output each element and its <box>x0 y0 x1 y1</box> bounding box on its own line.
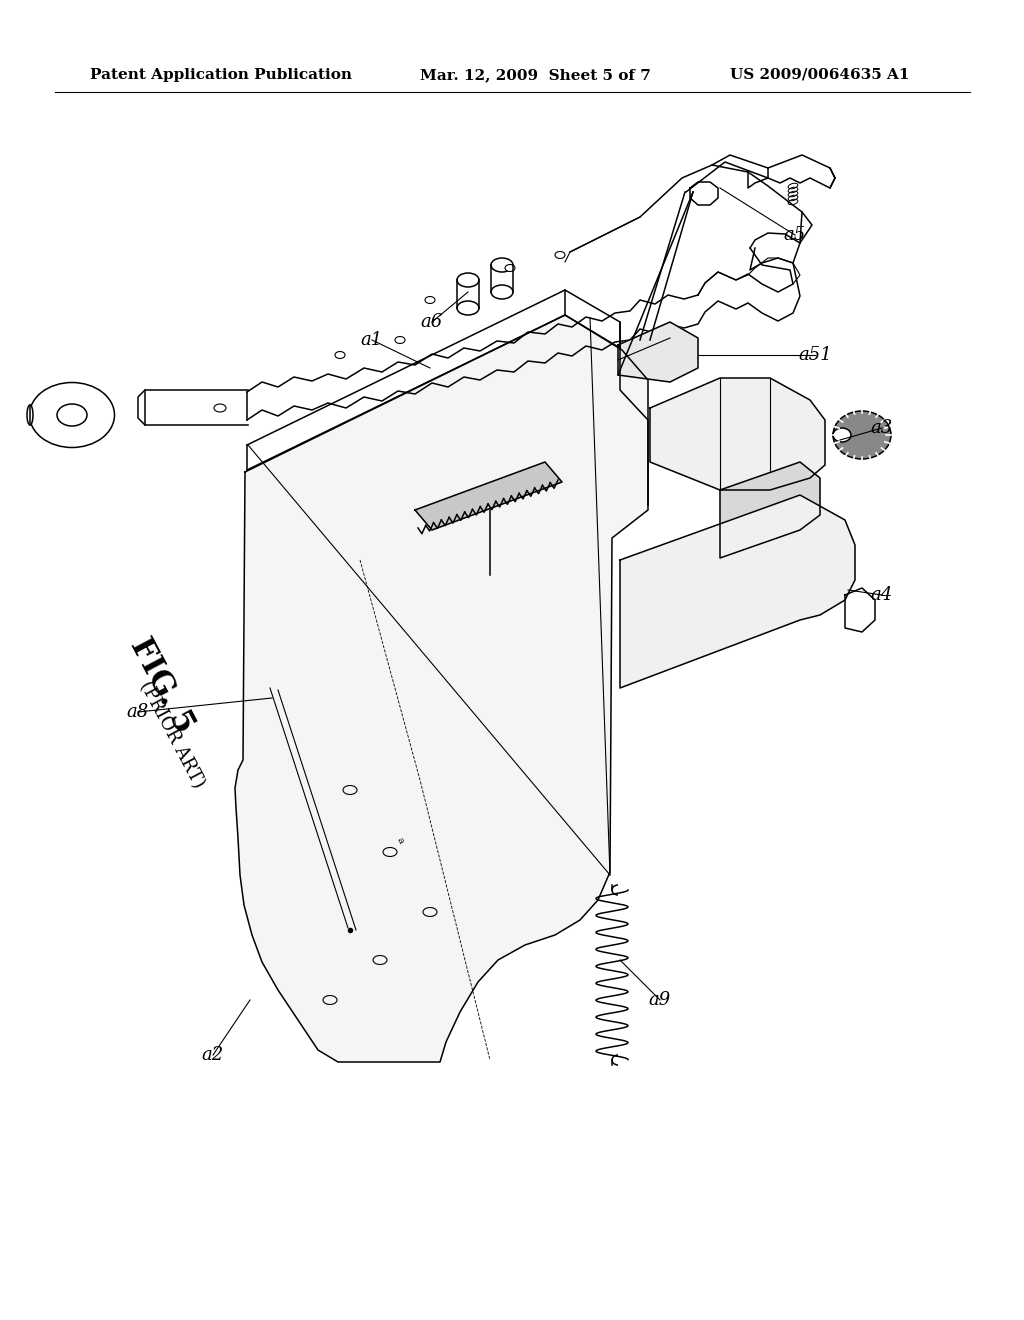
Ellipse shape <box>699 602 721 618</box>
Text: FIG. 5: FIG. 5 <box>124 632 200 738</box>
Ellipse shape <box>833 411 891 459</box>
Text: Patent Application Publication: Patent Application Publication <box>90 69 352 82</box>
Ellipse shape <box>490 285 513 300</box>
Polygon shape <box>234 315 648 1063</box>
Ellipse shape <box>669 612 691 628</box>
Ellipse shape <box>27 405 33 425</box>
Polygon shape <box>845 587 874 632</box>
Polygon shape <box>415 462 562 531</box>
Ellipse shape <box>699 550 721 566</box>
Text: US 2009/0064635 A1: US 2009/0064635 A1 <box>730 69 909 82</box>
Text: a8: a8 <box>127 704 150 721</box>
Ellipse shape <box>457 301 479 315</box>
Polygon shape <box>720 462 820 558</box>
Ellipse shape <box>483 570 497 579</box>
Text: a2: a2 <box>202 1045 224 1064</box>
Ellipse shape <box>833 428 851 442</box>
Ellipse shape <box>335 351 345 359</box>
Text: Mar. 12, 2009  Sheet 5 of 7: Mar. 12, 2009 Sheet 5 of 7 <box>420 69 651 82</box>
Ellipse shape <box>30 383 115 447</box>
Text: a4: a4 <box>870 586 893 605</box>
Text: a1: a1 <box>360 331 383 348</box>
Ellipse shape <box>639 572 662 587</box>
Ellipse shape <box>57 404 87 426</box>
Ellipse shape <box>425 297 435 304</box>
Ellipse shape <box>505 264 515 272</box>
Ellipse shape <box>483 486 497 495</box>
Ellipse shape <box>373 956 387 965</box>
Ellipse shape <box>343 785 357 795</box>
Polygon shape <box>620 495 855 688</box>
Text: a5: a5 <box>784 226 806 244</box>
Ellipse shape <box>423 908 437 916</box>
Polygon shape <box>650 378 825 490</box>
Ellipse shape <box>457 273 479 286</box>
Text: a51: a51 <box>798 346 831 364</box>
Ellipse shape <box>555 252 565 259</box>
Ellipse shape <box>490 257 513 272</box>
Ellipse shape <box>323 995 337 1005</box>
Ellipse shape <box>395 337 406 343</box>
Polygon shape <box>618 322 698 381</box>
Ellipse shape <box>669 562 691 578</box>
Ellipse shape <box>383 847 397 857</box>
Text: (PRIOR ART): (PRIOR ART) <box>136 678 208 792</box>
Text: a3: a3 <box>870 418 893 437</box>
Text: a9: a9 <box>649 991 671 1008</box>
Text: a6: a6 <box>421 313 443 331</box>
Text: a: a <box>394 836 406 845</box>
